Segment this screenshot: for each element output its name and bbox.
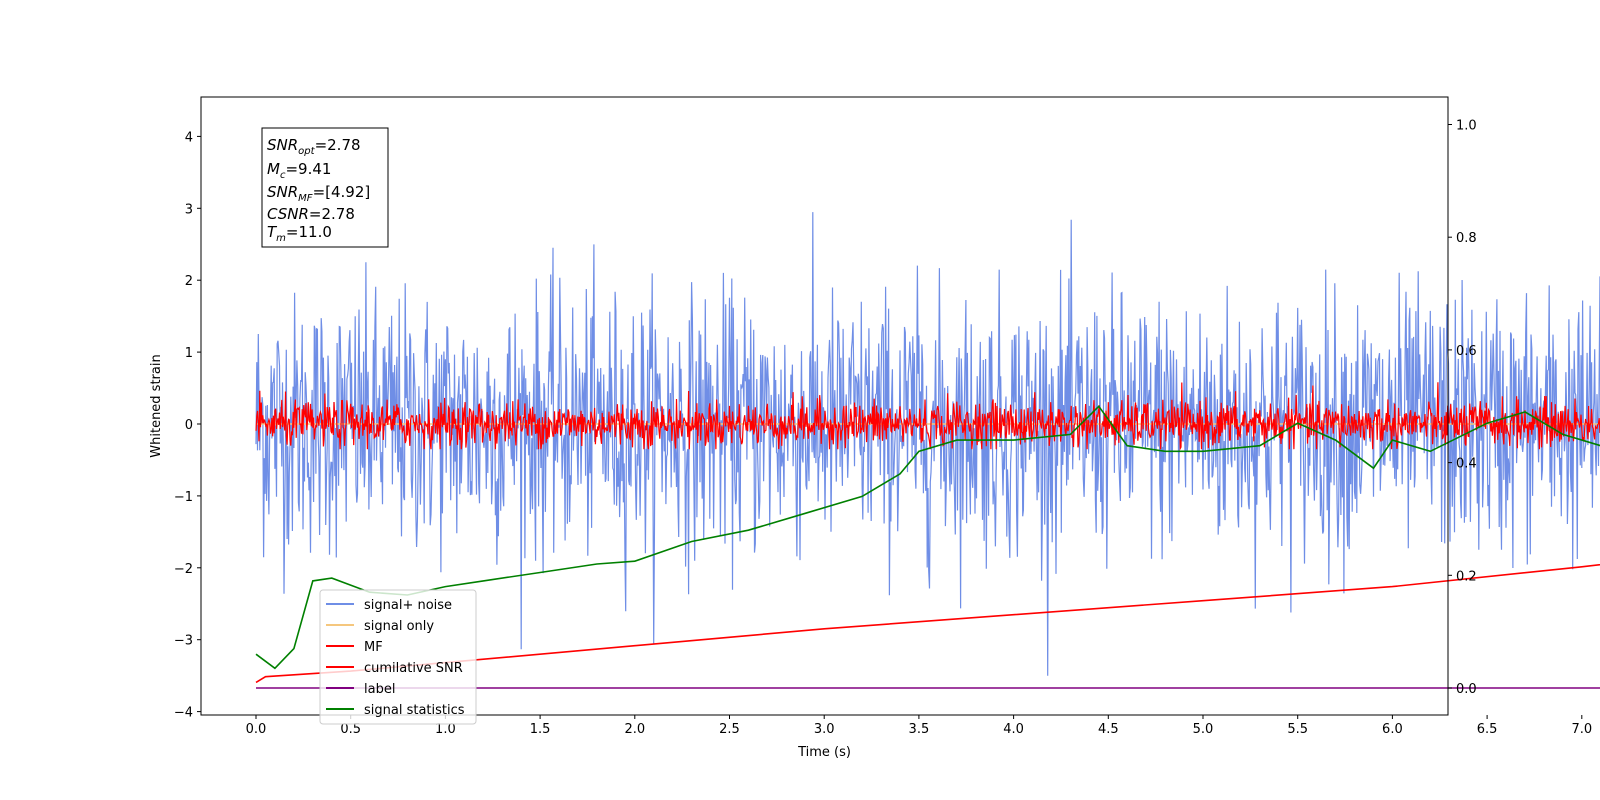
y2-tick-label: 0.0 [1456, 682, 1477, 697]
y2-tick-label: 0.2 [1456, 569, 1477, 584]
y-tick-label: 4 [185, 130, 193, 145]
x-tick-label: 1.0 [435, 722, 456, 737]
legend-entry: signal+ noise [364, 598, 452, 613]
x-tick-label: 0.0 [246, 722, 267, 737]
snr-opt-text: SNRopt=2.78 [267, 136, 361, 157]
y2-tick-label: 0.6 [1456, 344, 1477, 359]
csnr-text: CSNR=2.78 [267, 205, 355, 223]
info-box-frame [261, 127, 389, 248]
y2-tick-label: 1.0 [1456, 119, 1477, 134]
y-tick-label: 1 [185, 346, 193, 361]
x-tick-label: 4.0 [1003, 722, 1024, 737]
legend-entry: label [364, 682, 395, 697]
x-tick-label: 1.5 [530, 722, 551, 737]
y-tick-label: 3 [185, 202, 193, 217]
x-tick-label: 5.0 [1193, 722, 1214, 737]
legend-entry: signal statistics [364, 703, 465, 718]
x-tick-label: 4.5 [1098, 722, 1119, 737]
y-tick-label: −1 [174, 490, 193, 505]
y-axis-right: 0.0 0.2 0.4 0.6 0.8 1.0 [1448, 119, 1477, 697]
y-axis-left: −4 −3 −2 −1 0 1 2 3 4 [174, 130, 201, 721]
snr-info-box: SNRopt=2.78 Mc=9.41 SNRMF=[4.92] CSNR=2.… [261, 127, 389, 248]
x-axis: 0.0 0.5 1.0 1.5 2.0 2.5 3.0 3.5 4.0 4.5 5.0 5.5 6.0 6… [246, 715, 1592, 737]
x-tick-label: 6.5 [1477, 722, 1498, 737]
x-tick-label: 0.5 [340, 722, 361, 737]
y-tick-label: 0 [185, 418, 193, 433]
x-tick-label: 2.0 [624, 722, 645, 737]
legend: signal+ noise signal only MF cumilative SNR… [319, 589, 477, 725]
series-line-3 [255, 563, 1600, 684]
mc-text: Mc=9.41 [267, 160, 331, 181]
x-tick-label: 3.0 [814, 722, 835, 737]
y-tick-label: −2 [174, 562, 193, 577]
legend-frame [319, 589, 477, 725]
x-tick-label: 6.0 [1382, 722, 1403, 737]
x-axis-label: Time (s) [797, 745, 851, 760]
tm-text: Tm=11.0 [267, 223, 332, 244]
snr-mf-text: SNRMF=[4.92] [267, 183, 370, 204]
y2-tick-label: 0.8 [1456, 231, 1477, 246]
x-tick-label: 5.5 [1287, 722, 1308, 737]
series-line-2 [255, 382, 1600, 451]
x-tick-label: 7.0 [1571, 722, 1592, 737]
y-tick-label: 2 [185, 274, 193, 289]
y-tick-label: −3 [174, 634, 193, 649]
legend-entry: MF [364, 640, 383, 655]
y-axis-label: Whitened strain [149, 354, 164, 457]
x-tick-label: 2.5 [719, 722, 740, 737]
legend-entry: signal only [364, 619, 434, 634]
y-tick-label: −4 [174, 706, 193, 721]
x-tick-label: 3.5 [909, 722, 930, 737]
legend-entry: cumilative SNR [364, 661, 463, 676]
y2-tick-label: 0.4 [1456, 457, 1477, 472]
series-line-5 [255, 405, 1600, 670]
series-layer [255, 212, 1600, 689]
